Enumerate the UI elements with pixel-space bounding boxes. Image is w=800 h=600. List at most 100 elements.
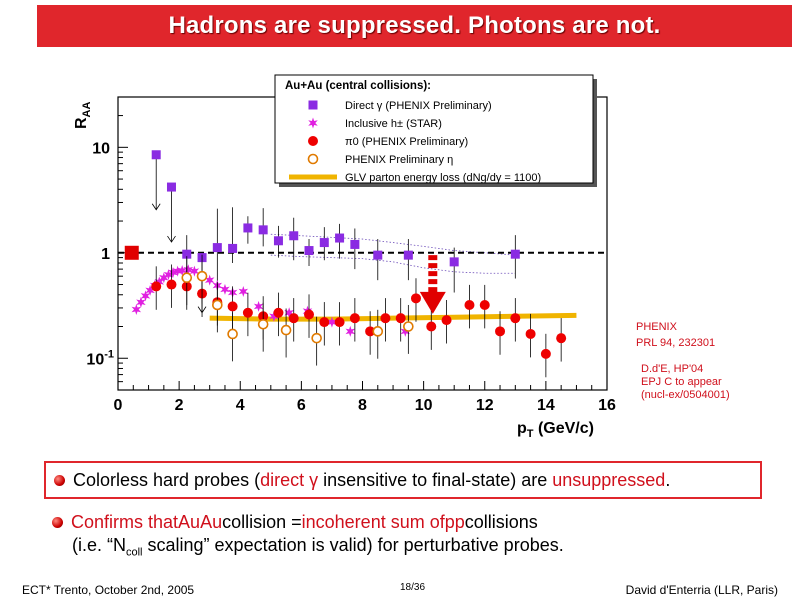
direct-gamma-point bbox=[449, 257, 459, 267]
eta-point bbox=[196, 270, 208, 282]
charged-hadron-point bbox=[183, 264, 194, 276]
pi0-point bbox=[288, 313, 299, 324]
charged-hadron-point bbox=[177, 264, 187, 276]
pi0-point bbox=[395, 313, 406, 324]
charged-hadron-point bbox=[172, 265, 183, 277]
charged-hadron-point bbox=[136, 296, 146, 308]
direct-gamma-point bbox=[335, 233, 345, 243]
pi0-point bbox=[525, 328, 536, 339]
eta-point bbox=[280, 324, 292, 336]
direct-gamma-point bbox=[243, 223, 253, 233]
legend-entry-label: Inclusive h± (STAR) bbox=[345, 118, 442, 130]
y-tick-label: 10-1 bbox=[86, 348, 114, 368]
charged-hadron-point bbox=[204, 274, 215, 286]
pi0-point bbox=[540, 348, 551, 359]
legend-title: Au+Au (central collisions): bbox=[285, 80, 431, 92]
suppression-arrowhead bbox=[419, 291, 446, 314]
pi0-point bbox=[479, 299, 490, 310]
charged-hadron-point bbox=[269, 310, 279, 322]
charged-hadron-point bbox=[145, 284, 155, 296]
x-axis-title: pT (GeV/c) bbox=[517, 420, 594, 440]
x-tick-label: 0 bbox=[114, 397, 123, 414]
charged-hadron-point bbox=[168, 267, 178, 279]
dde-ref-line1: D.d'E, HP'04 bbox=[641, 363, 704, 375]
direct-gamma-point bbox=[510, 249, 520, 259]
raa-chart: 0 2 4 6 8 10 12 14 16 10 1 10-1 pT (GeV/c) RAA Au+Au (… bbox=[73, 74, 616, 440]
charged-hadron-point bbox=[189, 265, 200, 277]
b2-collision: collision = bbox=[222, 512, 302, 532]
b2-pp: pp bbox=[444, 512, 465, 532]
title-bar: Hadrons are suppressed. Photons are not. bbox=[37, 5, 792, 47]
pi0-point bbox=[365, 326, 376, 337]
x-tick-label: 10 bbox=[415, 397, 433, 414]
direct-gamma-point bbox=[182, 249, 192, 259]
charged-hadron-point bbox=[163, 269, 174, 281]
pi0-point bbox=[227, 301, 238, 312]
pi0-point bbox=[304, 309, 315, 320]
charged-hadron-point bbox=[140, 290, 151, 302]
legend-star-marker bbox=[308, 117, 318, 129]
x-tick-label: 4 bbox=[236, 397, 245, 414]
slide-title: Hadrons are suppressed. Photons are not. bbox=[168, 12, 661, 39]
x-tick-label: 16 bbox=[598, 397, 616, 414]
eta-point bbox=[181, 272, 193, 284]
legend-entry-label: PHENIX Preliminary η bbox=[345, 154, 453, 166]
charged-hadron-point bbox=[284, 307, 294, 319]
bullet-2-continuation: (i.e. “Ncoll scaling” expectation is val… bbox=[72, 535, 564, 559]
page-number: 18/36 bbox=[400, 582, 426, 593]
bullet-icon bbox=[52, 517, 63, 528]
footer-right: David d'Enterria (LLR, Paris) bbox=[625, 583, 778, 597]
eta-point bbox=[311, 332, 322, 344]
charged-hadron-point bbox=[327, 316, 337, 328]
bullet-2-text: Confirms that AuAu collision = incoheren… bbox=[52, 512, 538, 533]
direct-gamma-point bbox=[350, 239, 360, 249]
b3-post: scaling” expectation is valid) for pertu… bbox=[142, 535, 564, 555]
normalization-box bbox=[124, 245, 139, 260]
b1-unsuppressed: unsuppressed bbox=[552, 469, 666, 490]
pi0-point bbox=[349, 313, 360, 324]
footer-left: ECT* Trento, October 2nd, 2005 bbox=[22, 583, 195, 597]
dde-ref-line3: (nucl-ex/0504001) bbox=[641, 389, 730, 401]
b3-pre: (i.e. “N bbox=[72, 535, 126, 555]
x-tick-label: 6 bbox=[297, 397, 306, 414]
charged-hadron-point bbox=[345, 325, 356, 337]
x-tick-label: 2 bbox=[175, 397, 184, 414]
phenix-ref-line2: PRL 94, 232301 bbox=[636, 337, 716, 349]
direct-gamma-point bbox=[319, 238, 329, 248]
b2-collisions: collisions bbox=[464, 512, 538, 532]
charged-hadron-point bbox=[131, 303, 142, 315]
pi0-point bbox=[441, 315, 452, 326]
direct-gamma-point bbox=[304, 246, 314, 256]
b1-end: . bbox=[665, 469, 671, 490]
legend-entry-label: GLV parton energy loss (dNg/dy = 1100) bbox=[345, 172, 541, 184]
direct-gamma-point bbox=[289, 231, 299, 241]
charged-hadron-point bbox=[154, 276, 165, 288]
pi0-point bbox=[510, 313, 521, 324]
charged-hadron-point bbox=[220, 283, 230, 295]
upper-limit-arrowhead bbox=[167, 235, 176, 243]
charged-hadron-point bbox=[159, 272, 169, 284]
pi0-point bbox=[410, 293, 421, 304]
direct-gamma-point bbox=[151, 150, 161, 160]
legend-circle-marker bbox=[308, 136, 318, 146]
charged-hadron-point bbox=[400, 325, 411, 337]
b1-mid: insensitive to final-state) are bbox=[318, 469, 553, 490]
eta-point bbox=[212, 299, 223, 311]
pi0-point bbox=[426, 321, 437, 332]
phenix-ref-line1: PHENIX bbox=[636, 321, 677, 333]
pi0-point bbox=[273, 307, 284, 318]
x-tick-label: 14 bbox=[537, 397, 555, 414]
x-tick-label: 12 bbox=[476, 397, 494, 414]
pi0-point bbox=[380, 313, 391, 324]
bullet-icon bbox=[54, 474, 65, 486]
b1-gamma: γ bbox=[309, 469, 319, 490]
eta-point bbox=[227, 328, 238, 340]
legend-entry-label: π0 (PHENIX Preliminary) bbox=[345, 136, 468, 148]
pi0-point bbox=[495, 326, 506, 337]
x-tick-label: 8 bbox=[358, 397, 367, 414]
direct-gamma-point bbox=[212, 243, 222, 253]
y-tick-label: 10 bbox=[92, 140, 110, 157]
callout-box: Colorless hard probes (direct γ insensit… bbox=[44, 461, 762, 499]
pi0-point bbox=[242, 307, 253, 318]
direct-gamma-point bbox=[228, 243, 238, 253]
